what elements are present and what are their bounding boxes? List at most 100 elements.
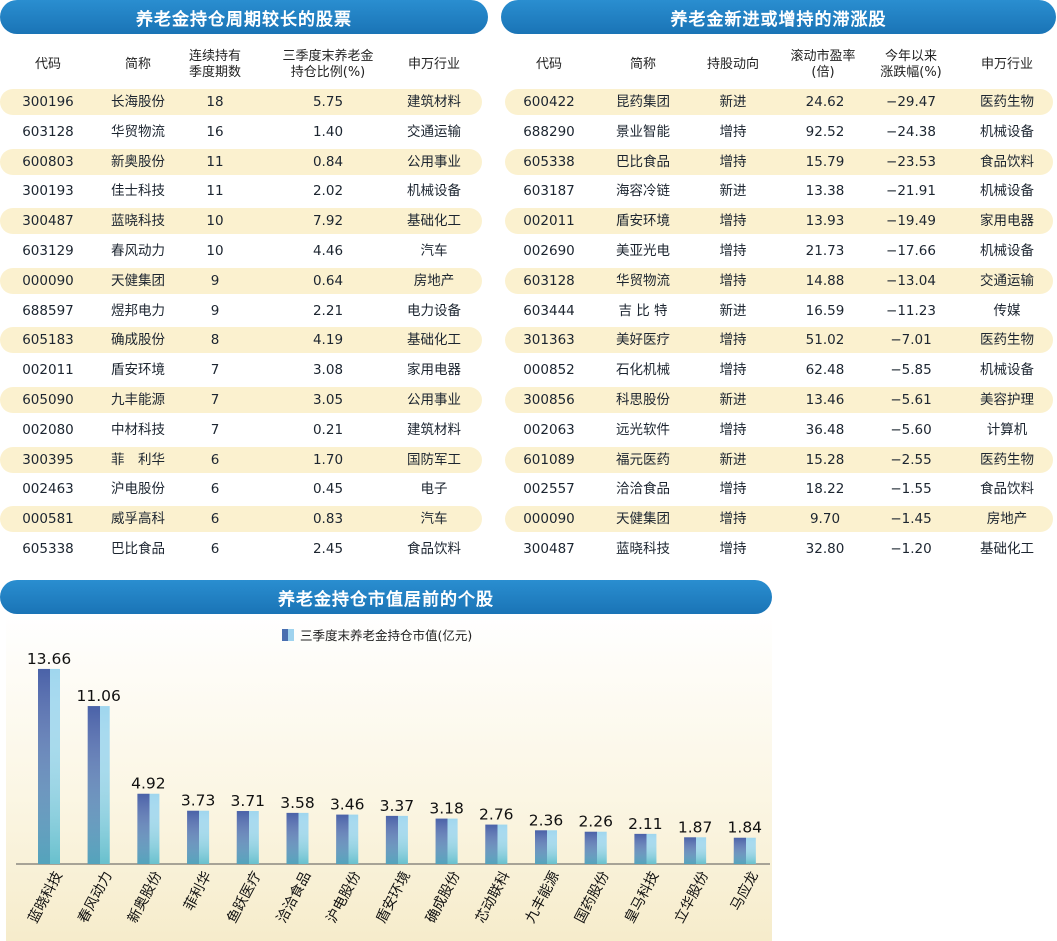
right-table-cell: 基础化工: [980, 541, 1034, 557]
right-table-cell: 600422: [523, 94, 575, 110]
left-table-cell: 6: [210, 511, 220, 528]
category-tick-label: 皇马科技: [622, 869, 662, 926]
right-table-cell: 21.73: [805, 243, 845, 259]
bar-shade: [684, 837, 707, 864]
left-table-cell: 11: [206, 183, 224, 200]
right-table-cell: 传媒: [993, 302, 1021, 319]
category-tick-label: 沪电股份: [324, 869, 364, 926]
category-tick-label: 立华股份: [672, 869, 712, 926]
left-table-cell: 2.02: [312, 183, 344, 200]
left-table-cell: 盾安环境: [111, 362, 165, 379]
legend-label: 三季度末养老金持仓市值(亿元): [300, 628, 473, 643]
bar-group: 3.58 洽洽食品: [273, 794, 315, 926]
right-table-cell: 9.70: [809, 511, 841, 528]
table-row: 000852 石化机械 增持 62.48 −5.85 机械设备: [505, 357, 1053, 383]
table-row: 605090 九丰能源 7 3.05 公用事业: [0, 387, 482, 413]
left-table-cell: 公用事业: [407, 392, 461, 408]
right-table-cell: 科思股份: [616, 392, 670, 408]
left-col-quarters: 连续持有 季度期数: [188, 49, 241, 80]
table-row: 600422 昆药集团 新进 24.62 −29.47 医药生物: [505, 89, 1053, 115]
right-table-cell: 福元医药: [616, 451, 670, 468]
table-row: 002690 美亚光电 增持 21.73 −17.66 机械设备: [505, 238, 1053, 264]
bar-shade: [187, 810, 210, 864]
category-tick-label: 春风动力: [75, 869, 115, 926]
right-table-cell: 13.46: [805, 392, 845, 408]
left-table-cell: 天健集团: [111, 272, 165, 289]
right-table-panel: 养老金新进或增持的滞涨股 代码 简称 持股动向 滚动市盈率 (倍) 今年以来 涨…: [501, 0, 1056, 570]
left-table-cell: 房地产: [413, 272, 455, 289]
right-table-header: 代码 简称 持股动向 滚动市盈率 (倍) 今年以来 涨跌幅(%) 申万行业: [501, 42, 1056, 88]
left-table-cell: 300487: [22, 213, 74, 230]
table-row: 000581 威孚高科 6 0.83 汽车: [0, 506, 482, 533]
bar-group: 11.06 春风动力: [75, 687, 121, 926]
left-table-cell: 建筑材料: [407, 421, 461, 438]
right-table-cell: 32.80: [805, 541, 845, 557]
right-table-cell: 交通运输: [980, 272, 1034, 289]
left-table-cell: 基础化工: [407, 332, 461, 349]
bar-group: 4.92 新奥股份: [124, 775, 166, 926]
bar-shade: [87, 706, 110, 864]
bar-value-label: 11.06: [77, 687, 121, 705]
right-table-cell: 增持: [719, 421, 747, 438]
table-row: 300487 蓝晓科技 10 7.92 基础化工: [0, 208, 482, 235]
left-table-cell: 2.21: [312, 302, 344, 319]
right-table-cell: 增持: [719, 511, 747, 528]
bar-shade: [336, 814, 359, 864]
right-table-cell: 美亚光电: [616, 243, 670, 259]
left-table-cell: 000581: [22, 511, 74, 528]
left-table-cell: 华贸物流: [111, 123, 165, 140]
left-table-cell: 5.75: [312, 94, 344, 110]
right-table-cell: 美容护理: [980, 392, 1034, 408]
left-table-cell: 家用电器: [407, 362, 461, 379]
table-row: 300856 科思股份 新进 13.46 −5.61 美容护理: [505, 387, 1053, 413]
right-table-cell: 增持: [719, 541, 747, 557]
right-table-cell: 家用电器: [980, 213, 1034, 230]
left-table-cell: 长海股份: [111, 94, 165, 110]
right-table-cell: 24.62: [805, 94, 845, 110]
right-table-cell: 300856: [523, 392, 575, 408]
right-col-action: 持股动向: [706, 57, 759, 72]
right-table-cell: 医药生物: [980, 451, 1034, 468]
left-table-cell: 603128: [22, 123, 74, 140]
right-table-cell: 18.22: [805, 481, 845, 498]
right-table-cell: −21.91: [886, 183, 936, 200]
table-row: 300193 佳士科技 11 2.02 机械设备: [0, 178, 482, 204]
left-table-cell: 300395: [22, 451, 74, 468]
table-row: 002557 洽洽食品 增持 18.22 −1.55 食品饮料: [505, 476, 1053, 502]
left-table-cell: 688597: [22, 302, 74, 319]
left-table-cell: 8: [210, 332, 220, 349]
left-table-cell: 10: [206, 243, 224, 259]
table-row: 603444 吉 比 特 新进 16.59 −11.23 传媒: [505, 298, 1053, 324]
left-table-cell: 1.40: [312, 123, 344, 140]
left-table-cell: 18: [206, 94, 224, 110]
right-table-cell: 美好医疗: [616, 332, 670, 349]
bar-value-label: 2.26: [578, 813, 613, 831]
right-table-cell: −29.47: [886, 94, 936, 110]
table-row: 301363 美好医疗 增持 51.02 −7.01 医药生物: [505, 327, 1053, 354]
category-tick-label: 芯动联科: [473, 869, 513, 926]
left-table-cell: 6: [210, 481, 220, 498]
right-table-cell: −13.04: [886, 272, 936, 289]
right-table-cell: 000852: [523, 362, 575, 379]
bar-shade: [385, 815, 408, 864]
table-row: 605183 确成股份 8 4.19 基础化工: [0, 327, 482, 354]
right-table-cell: 002690: [523, 243, 575, 259]
table-row: 002080 中材科技 7 0.21 建筑材料: [0, 417, 482, 443]
right-table-cell: 16.59: [805, 302, 845, 319]
right-table-cell: 002557: [523, 481, 575, 498]
left-table-cell: 国防军工: [407, 451, 461, 468]
right-table-cell: 华贸物流: [616, 272, 670, 289]
bar-value-label: 2.36: [529, 811, 564, 829]
right-table-cell: 13.93: [805, 213, 845, 230]
bar-value-label: 3.71: [231, 792, 266, 810]
left-table-cell: 6: [210, 541, 220, 557]
left-table-cell: 3.05: [312, 392, 344, 408]
table-row: 300395 菲 利华 6 1.70 国防军工: [0, 446, 482, 473]
bar-group: 1.84 马应龙: [727, 819, 762, 914]
left-table-cell: 基础化工: [407, 213, 461, 230]
bar-shade: [286, 812, 309, 864]
bar-shade: [38, 668, 60, 864]
bar-group: 1.87 立华股份: [672, 818, 713, 926]
right-table-cell: −23.53: [886, 153, 936, 170]
left-table-cell: 建筑材料: [407, 94, 461, 110]
